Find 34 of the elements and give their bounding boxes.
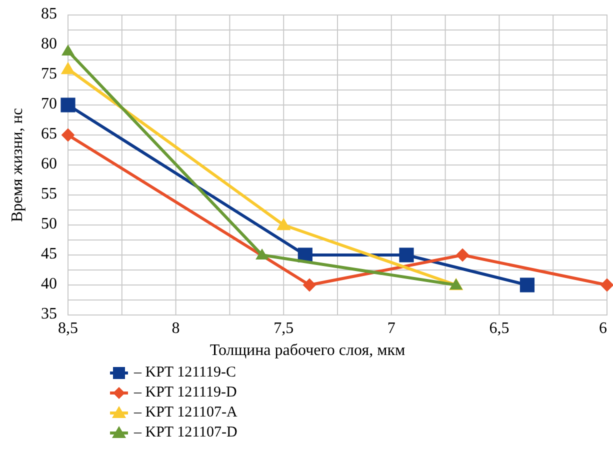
point [62,44,74,56]
y-tick-label: 80 [41,36,57,53]
point [456,248,470,262]
point [256,248,269,260]
y-tick-label: 70 [41,96,57,113]
y-tick-label: 75 [41,66,57,83]
y-tick-label: 85 [41,6,57,23]
point [600,278,613,292]
y-tick-label: 45 [41,246,57,263]
y-tick-label: 55 [41,186,57,203]
y-axis-title: Время жизни, нс [9,108,26,222]
legend-label: – KPT 121119-C [133,364,236,380]
y-tick-label: 65 [41,126,57,143]
x-tick-label: 6 [599,320,607,337]
y-tick-label: 50 [41,216,57,233]
point [276,218,291,230]
point [60,62,76,74]
y-tick-label: 60 [41,156,57,173]
point [399,248,414,262]
x-axis-title: Толщина рабочего слоя, мкм [210,342,406,359]
x-tick-label: 8,5 [58,320,78,337]
legend-label: – KPT 121107-A [133,404,238,420]
legend-label: – KPT 121107-D [133,424,238,440]
x-tick-label: 7 [387,320,396,337]
x-tick-label: 8 [172,320,180,337]
y-tick-label: 40 [41,276,57,293]
y-tick-label: 35 [41,306,57,323]
point [61,128,75,142]
x-tick-label: 7,5 [274,320,294,337]
legend-label: – KPT 121119-D [133,384,237,400]
point [60,98,76,112]
point [302,278,316,292]
x-tick-label: 6,5 [489,320,510,337]
point [520,278,535,292]
